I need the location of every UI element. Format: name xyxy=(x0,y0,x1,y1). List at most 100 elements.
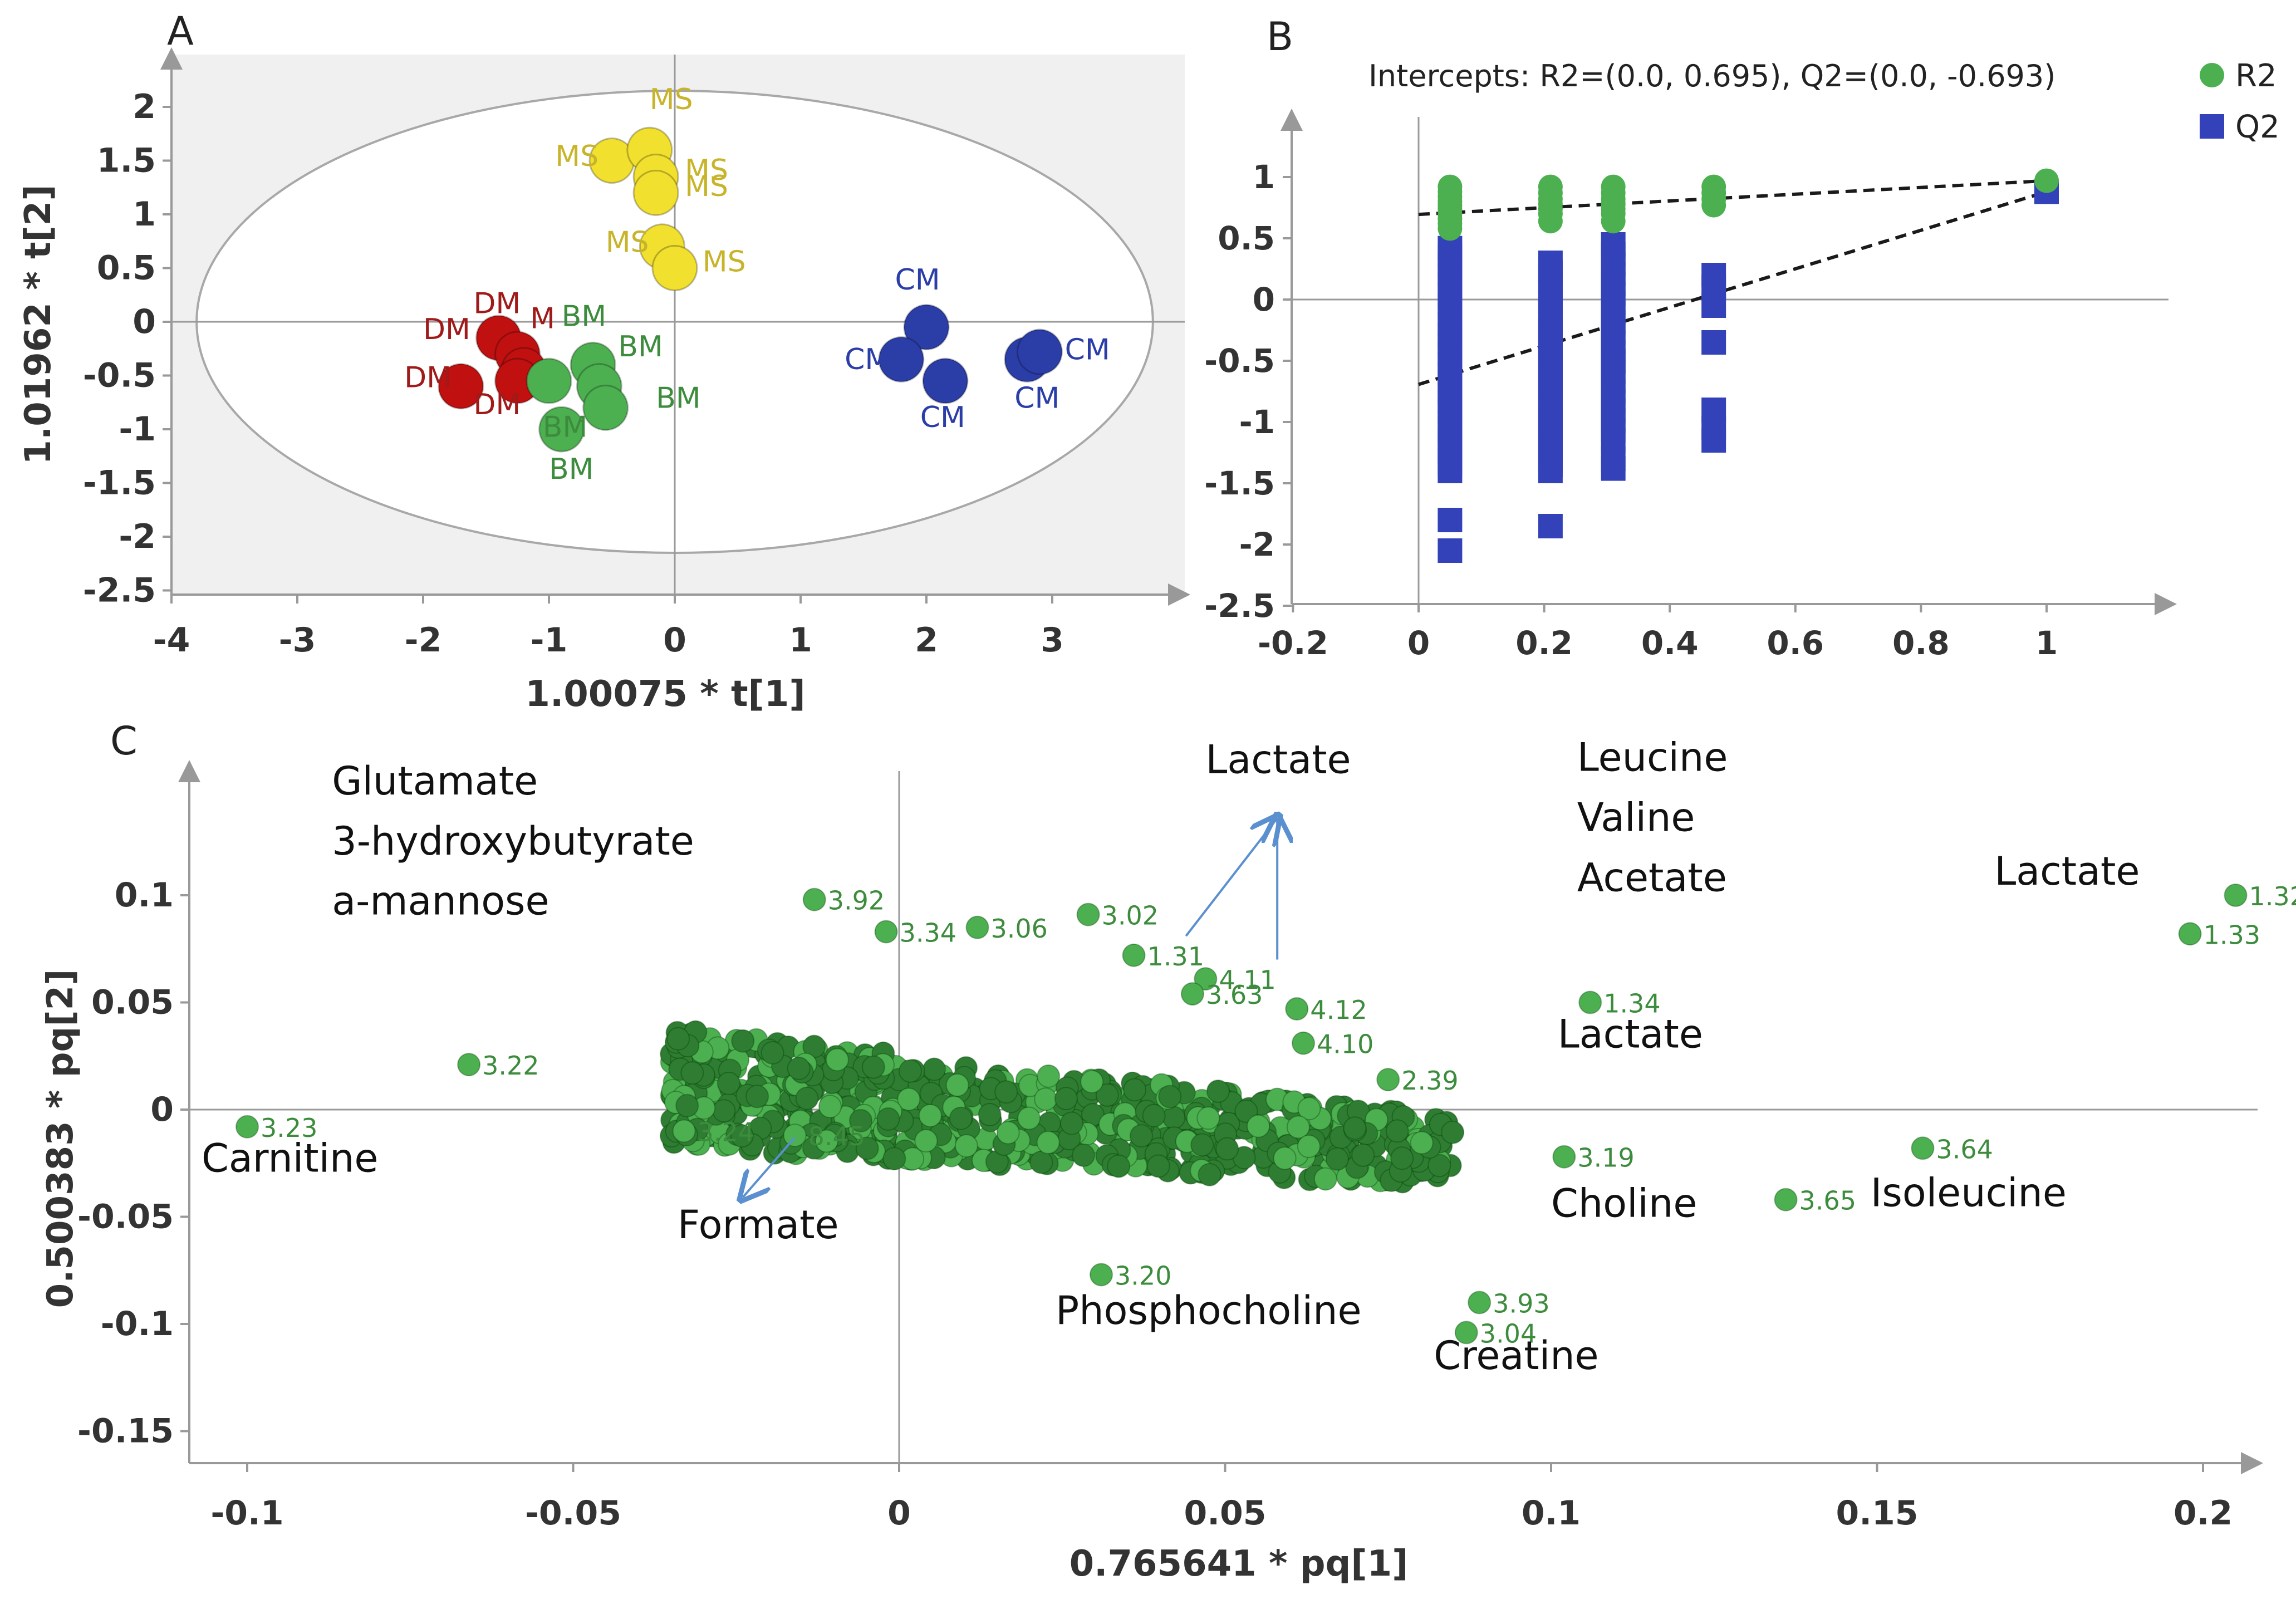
q2-point xyxy=(1538,453,1563,477)
loading-point-label: 3.65 xyxy=(1799,1186,1856,1216)
q2-point xyxy=(1601,456,1626,481)
loading-cloud-point xyxy=(1325,1147,1349,1171)
loading-point xyxy=(457,1053,481,1077)
metabolite-annotation: Leucine xyxy=(1577,735,1728,781)
loading-cloud-point xyxy=(1390,1146,1414,1170)
loading-point-label: 4.11 xyxy=(1219,965,1275,995)
y-tick-label: 0 xyxy=(1253,281,1275,318)
loading-point xyxy=(1911,1136,1935,1160)
x-axis-label: 1.00075 * t[1] xyxy=(525,674,805,715)
metabolite-annotations: Glutamate 3-hydroxybutyrate a-mannose Carni… xyxy=(202,735,2140,1379)
loading-cloud-point xyxy=(731,1029,755,1053)
point-label-dm: DM xyxy=(404,361,452,395)
loading-points: 3.23 3.22 3.92 3.34 3.06 3.02 1.31 4.113.63 4.12… xyxy=(236,881,2296,1348)
loading-point xyxy=(1454,1321,1478,1345)
metabolite-annotation: Isoleucine xyxy=(1871,1170,2067,1215)
q2-point xyxy=(1438,538,1463,563)
x-tick-label: -3 xyxy=(279,621,316,660)
loading-cloud-point xyxy=(1123,1078,1147,1102)
point-label-ms: MS xyxy=(685,170,728,203)
loading-point-label: 3.93 xyxy=(1493,1289,1549,1319)
point-label-ms: MS xyxy=(606,226,649,259)
loading-cloud-point xyxy=(996,1121,1020,1145)
y-tick-label: -1.5 xyxy=(83,464,156,503)
loading-cloud-point xyxy=(761,1041,784,1065)
metabolite-annotation: Acetate xyxy=(1577,855,1727,900)
score-point-ms xyxy=(651,245,698,291)
y-tick-label: -0.1 xyxy=(101,1304,174,1343)
x-tick-label: -0.05 xyxy=(525,1494,621,1533)
loading-point xyxy=(1180,982,1204,1006)
point-label-bm: BM xyxy=(543,411,588,444)
metabolite-annotation: Choline xyxy=(1551,1181,1697,1227)
y-tick-label: 0.5 xyxy=(97,249,156,288)
point-label-bm: BM xyxy=(656,381,701,415)
loading-point-label: 3.06 xyxy=(991,914,1048,944)
score-point-cm xyxy=(878,336,925,383)
metabolite-annotation: 3-hydroxybutyrate xyxy=(332,818,694,864)
point-label-bm: BM xyxy=(562,300,607,333)
loading-point xyxy=(1468,1291,1492,1314)
loading-point xyxy=(1122,943,1146,967)
y-tick-label: 0.05 xyxy=(91,983,174,1022)
loading-point-label: 3.04 xyxy=(1480,1318,1537,1348)
loading-point-label: 3.24 xyxy=(698,1117,754,1147)
loading-cloud-point xyxy=(1198,1162,1221,1186)
loading-point xyxy=(1552,1145,1576,1169)
annotation-arrow xyxy=(1185,818,1277,937)
r2-point xyxy=(2034,168,2059,193)
x-tick-label: -0.1 xyxy=(210,1494,283,1533)
loading-point xyxy=(236,1115,259,1139)
point-label-ms: MS xyxy=(685,154,728,187)
chart-title: Intercepts: R2=(0.0, 0.695), Q2=(0.0, -0… xyxy=(1368,58,2055,94)
x-tick-label: 1 xyxy=(2035,624,2058,662)
score-point-cm xyxy=(903,304,950,351)
metabolite-annotation: Valine xyxy=(1577,795,1695,841)
loading-point xyxy=(783,1124,807,1147)
q2-point xyxy=(1538,404,1563,428)
q2-point xyxy=(1701,428,1726,453)
loading-point-label: 1.33 xyxy=(2204,920,2260,950)
panel-b-letter: B xyxy=(1267,14,1293,60)
intercept-lines xyxy=(1418,179,2047,386)
loading-point-label: 1.32 xyxy=(2249,881,2296,911)
metabolite-annotation: Lactate xyxy=(1205,737,1351,783)
q2-point xyxy=(1701,293,1726,318)
loading-point-label: 3.34 xyxy=(900,918,956,948)
metabolite-annotation: Lactate xyxy=(1994,848,2140,894)
loading-point xyxy=(1194,967,1218,991)
loading-cloud-point xyxy=(1410,1131,1434,1155)
loading-cloud-point xyxy=(949,1106,973,1130)
loading-cloud-point xyxy=(1196,1106,1220,1130)
loading-cloud-point xyxy=(945,1073,969,1097)
metabolite-annotation: Glutamate xyxy=(332,758,538,804)
y-tick-label: 2 xyxy=(133,87,156,126)
loading-cloud-point xyxy=(1142,1103,1166,1127)
y-tick-label: -1.5 xyxy=(1204,464,1275,502)
metabolite-annotation: Carnitine xyxy=(202,1136,378,1181)
loading-point-label: 2.39 xyxy=(1401,1066,1458,1096)
axes: -0.1 -0.05 0 0.05 0.1 0.15 0.2 0.1 0.05 0 -0.05 -0.… xyxy=(77,760,2263,1533)
legend-marker-r2 xyxy=(2200,63,2224,87)
loading-cloud-point xyxy=(914,1129,938,1153)
loading-cloud-point xyxy=(954,1134,978,1158)
y-tick-label: 1.5 xyxy=(97,141,156,180)
loading-point xyxy=(1774,1188,1798,1211)
loading-point-label: 3.22 xyxy=(482,1051,539,1081)
loading-cloud-point xyxy=(1297,1135,1321,1159)
x-tick-label: 0.6 xyxy=(1767,624,1824,662)
loading-cloud-point xyxy=(1037,1064,1061,1088)
x-tick-label: 0.15 xyxy=(1836,1494,1918,1533)
loading-cloud-point xyxy=(1343,1116,1367,1140)
loading-cloud-point xyxy=(882,1147,906,1171)
y-tick-label: 1 xyxy=(1253,158,1275,196)
loading-cloud-point xyxy=(1059,1111,1083,1135)
loading-point xyxy=(1292,1031,1316,1055)
metabolite-annotation: Formate xyxy=(678,1202,839,1248)
loading-point-label: 3.63 xyxy=(1206,980,1263,1010)
point-label-cm: CM xyxy=(1014,381,1059,415)
r2-point xyxy=(1538,209,1563,234)
loading-cloud-point xyxy=(1215,1137,1239,1161)
